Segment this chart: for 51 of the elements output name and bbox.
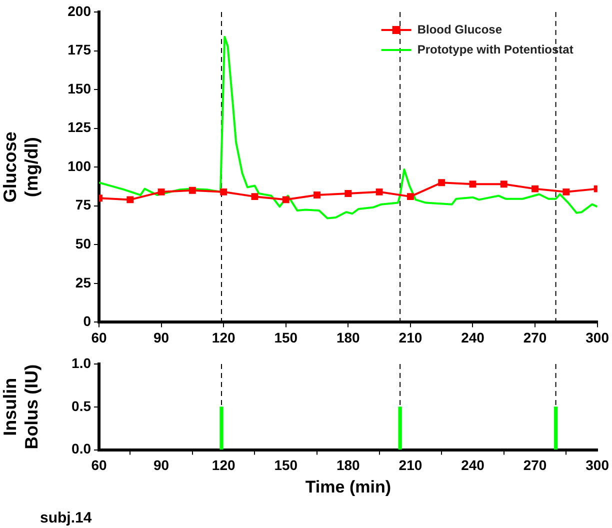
x-tick-label: 150 <box>274 457 298 474</box>
point <box>562 188 570 196</box>
y-tick-label: 0.5 <box>72 398 92 414</box>
y-tick-label: 0.0 <box>72 440 92 457</box>
x-tick-label: 60 <box>91 329 107 346</box>
y-tick-label: 200 <box>68 2 92 19</box>
point <box>500 180 508 188</box>
point <box>282 196 290 204</box>
legend-label: Blood Glucose <box>417 22 502 36</box>
y-tick-label: 0 <box>83 313 92 330</box>
point <box>314 192 320 198</box>
point <box>469 180 476 188</box>
point <box>188 186 196 194</box>
text: subj.14 <box>40 510 92 527</box>
x-tick-label: 180 <box>336 457 360 474</box>
x-tick-label: 120 <box>212 329 236 346</box>
x-tick-label: 60 <box>91 457 107 474</box>
x-tick-label: 300 <box>586 329 610 346</box>
point <box>126 196 134 204</box>
point <box>438 179 446 186</box>
x-tick-label: 90 <box>154 457 170 474</box>
x-tick-label: 210 <box>398 457 422 474</box>
point <box>251 193 258 200</box>
y-tick-label: 175 <box>68 42 92 58</box>
y-tick-label: 125 <box>68 119 92 136</box>
y-axis-title: Glucose (mg/dl) <box>0 132 42 203</box>
y-tick-label: 25 <box>75 274 92 290</box>
y-tick-label: 150 <box>68 80 92 96</box>
x-tick-label: 240 <box>461 329 485 346</box>
x-tick-label: 180 <box>336 329 360 346</box>
point <box>406 193 414 200</box>
x-tick-label: 210 <box>398 329 422 346</box>
x-tick-label: 240 <box>461 457 485 474</box>
point <box>532 185 539 192</box>
y-tick-label: 1.0 <box>72 354 92 371</box>
x-tick-label: 90 <box>154 329 170 346</box>
point <box>220 188 228 196</box>
x-tick-label: 270 <box>523 329 547 346</box>
point <box>344 190 352 197</box>
x-tick-label: 270 <box>523 457 547 474</box>
point <box>376 188 383 196</box>
x-tick-label: 120 <box>212 457 236 474</box>
x-axis-title: Time (min) <box>305 477 391 496</box>
y-tick-label: 75 <box>75 196 92 213</box>
y-tick-label: 50 <box>75 236 92 252</box>
x-tick-label: 150 <box>274 329 298 346</box>
point <box>158 188 165 196</box>
y-axis-title: Insulin Bolus (IU) <box>0 364 42 450</box>
y-tick-label: 100 <box>68 158 92 174</box>
x-tick-label: 300 <box>586 457 610 474</box>
legend-label: Prototype with Potentiostat <box>417 42 574 56</box>
